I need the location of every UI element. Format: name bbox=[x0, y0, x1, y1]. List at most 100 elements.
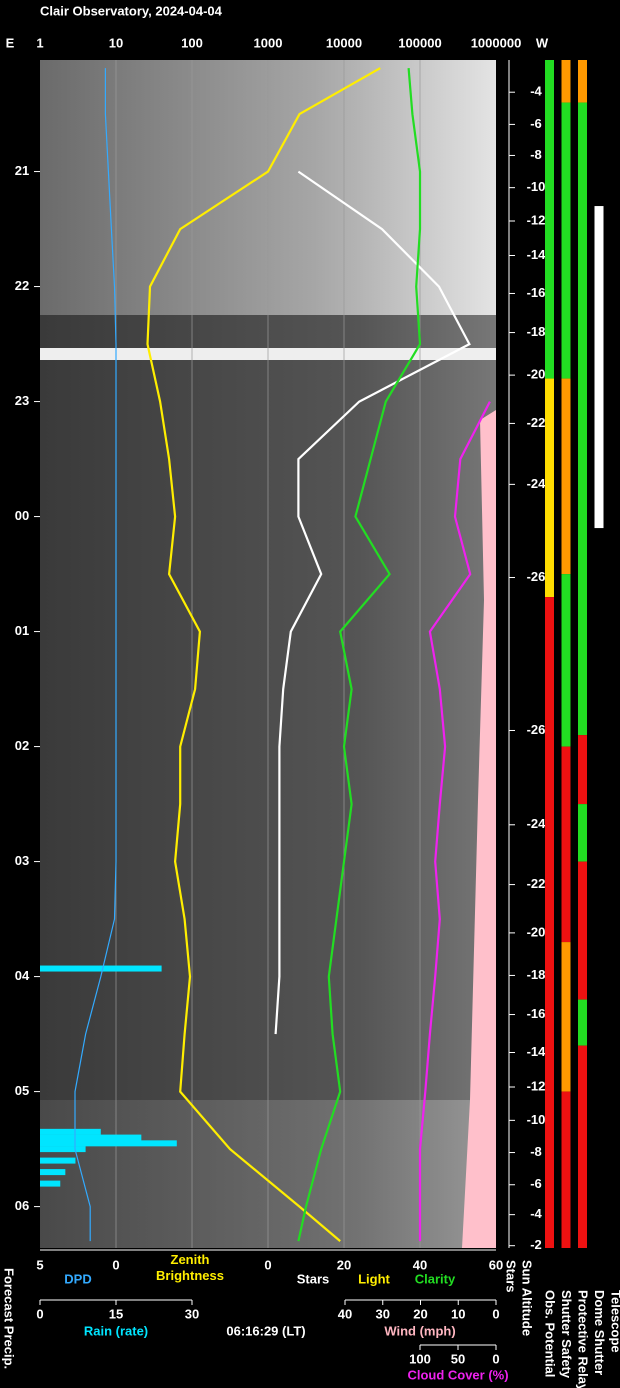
sun-tick-label: -4 bbox=[530, 1206, 542, 1221]
cloud-region bbox=[462, 410, 496, 1248]
sun-tick-label: -18 bbox=[527, 967, 546, 982]
sun-tick-label: -16 bbox=[527, 285, 546, 300]
top-tick-label: 10000 bbox=[326, 35, 362, 50]
status-label: Dome Shutter bbox=[592, 1290, 607, 1375]
sun-tick-label: -14 bbox=[527, 247, 547, 262]
status-label: Shutter Safety bbox=[559, 1290, 574, 1379]
axis-tick-label: 0 bbox=[492, 1351, 499, 1366]
axis-label: Rain (rate) bbox=[84, 1323, 148, 1338]
series-line bbox=[74, 68, 117, 1242]
time-tick-label: 23 bbox=[15, 393, 29, 408]
sun-tick-label: -22 bbox=[527, 876, 546, 891]
axis-tick-label: 15 bbox=[109, 1306, 123, 1321]
axis-label: Light bbox=[358, 1271, 390, 1286]
sun-tick-label: -6 bbox=[530, 116, 542, 131]
sun-tick-label: -8 bbox=[530, 1144, 542, 1159]
time-tick-label: 03 bbox=[15, 853, 29, 868]
status-segment bbox=[561, 102, 571, 379]
status-segment bbox=[578, 735, 587, 805]
axis-tick-label: 20 bbox=[413, 1306, 427, 1321]
rain-bar bbox=[40, 1128, 101, 1135]
time-tick-label: 04 bbox=[15, 968, 30, 983]
top-tick-label: 1000 bbox=[254, 35, 283, 50]
series-line bbox=[297, 68, 422, 1242]
status-segment bbox=[578, 102, 587, 736]
status-segment bbox=[561, 378, 571, 575]
axis-tick-label: 40 bbox=[338, 1306, 352, 1321]
top-tick-label: 10 bbox=[109, 35, 123, 50]
axis-tick-label: 0 bbox=[36, 1306, 43, 1321]
time-tick-label: 22 bbox=[15, 278, 29, 293]
status-segment bbox=[561, 746, 571, 943]
east-label: E bbox=[6, 35, 15, 50]
axis-label: Clarity bbox=[415, 1271, 456, 1286]
sun-tick-label: -26 bbox=[527, 569, 546, 584]
axis-tick-label: 50 bbox=[451, 1351, 465, 1366]
sun-tick-label: -18 bbox=[527, 324, 546, 339]
sun-tick-label: -10 bbox=[527, 179, 546, 194]
status-segment bbox=[561, 1091, 571, 1248]
sun-tick-label: -24 bbox=[527, 816, 547, 831]
axis-label: Cloud Cover (%) bbox=[407, 1367, 508, 1382]
axis-tick-label: 0 bbox=[492, 1306, 499, 1321]
axis-tick-label: 30 bbox=[376, 1306, 390, 1321]
status-segment bbox=[578, 1045, 587, 1248]
time-tick-label: 01 bbox=[15, 623, 29, 638]
status-segment bbox=[561, 574, 571, 747]
series-line bbox=[274, 170, 471, 1035]
sun-tick-label: -6 bbox=[530, 1176, 542, 1191]
axis-label: Wind (mph) bbox=[384, 1323, 455, 1338]
sun-axis-label: Sun Altitude bbox=[520, 1260, 535, 1336]
sun-tick-label: -24 bbox=[527, 476, 547, 491]
axis-tick-label: 30 bbox=[185, 1306, 199, 1321]
sun-tick-label: -8 bbox=[530, 147, 542, 162]
sun-tick-label: -26 bbox=[527, 722, 546, 737]
axis-tick-label: 0 bbox=[264, 1257, 271, 1272]
status-segment bbox=[545, 378, 554, 598]
top-tick-label: 100000 bbox=[398, 35, 441, 50]
sun-tick-label: -2 bbox=[530, 1237, 542, 1252]
time-tick-label: 06 bbox=[15, 1198, 29, 1213]
status-segment bbox=[594, 206, 604, 529]
forecast-label: Forecast Precip. bbox=[2, 1268, 17, 1369]
rain-bar bbox=[40, 1140, 177, 1147]
top-tick-label: 1 bbox=[36, 35, 43, 50]
time-tick-label: 05 bbox=[15, 1083, 29, 1098]
top-tick-label: 100 bbox=[181, 35, 203, 50]
axis-label: Zenith Brightness bbox=[156, 1252, 224, 1283]
axis-tick-label: 20 bbox=[337, 1257, 351, 1272]
sun-tick-label: -16 bbox=[527, 1006, 546, 1021]
status-segment bbox=[578, 861, 587, 1000]
series-line bbox=[146, 67, 381, 1242]
sun-tick-label: -20 bbox=[527, 367, 546, 382]
axis-tick-label: 60 bbox=[489, 1257, 503, 1272]
rain-bar bbox=[40, 1157, 76, 1164]
sun-tick-label: -14 bbox=[527, 1044, 547, 1059]
rain-bar bbox=[40, 1134, 142, 1141]
west-label: W bbox=[536, 35, 549, 50]
sun-tick-label: -12 bbox=[527, 212, 546, 227]
sun-tick-label: -4 bbox=[530, 84, 542, 99]
rain-bar bbox=[40, 1180, 61, 1187]
status-segment bbox=[561, 60, 571, 103]
status-label: Telescope bbox=[609, 1290, 620, 1353]
top-tick-label: 1000000 bbox=[471, 35, 522, 50]
rain-bar bbox=[40, 965, 162, 972]
time-tick-label: 21 bbox=[15, 163, 29, 178]
stars-vertical-label: Stars bbox=[504, 1260, 519, 1293]
axis-tick-label: 5 bbox=[36, 1257, 43, 1272]
axis-tick-label: 40 bbox=[413, 1257, 427, 1272]
rain-bar bbox=[40, 1169, 66, 1176]
sun-tick-label: -10 bbox=[527, 1112, 546, 1127]
status-segment bbox=[578, 60, 587, 103]
axis-label: Stars bbox=[297, 1271, 330, 1286]
timestamp: 06:16:29 (LT) bbox=[226, 1323, 305, 1338]
status-segment bbox=[561, 942, 571, 1092]
axis-tick-label: 10 bbox=[451, 1306, 465, 1321]
time-tick-label: 02 bbox=[15, 738, 29, 753]
axis-tick-label: 0 bbox=[112, 1257, 119, 1272]
sun-tick-label: -22 bbox=[527, 415, 546, 430]
status-label: Protective Relay bbox=[576, 1290, 591, 1388]
axis-tick-label: 100 bbox=[409, 1351, 431, 1366]
